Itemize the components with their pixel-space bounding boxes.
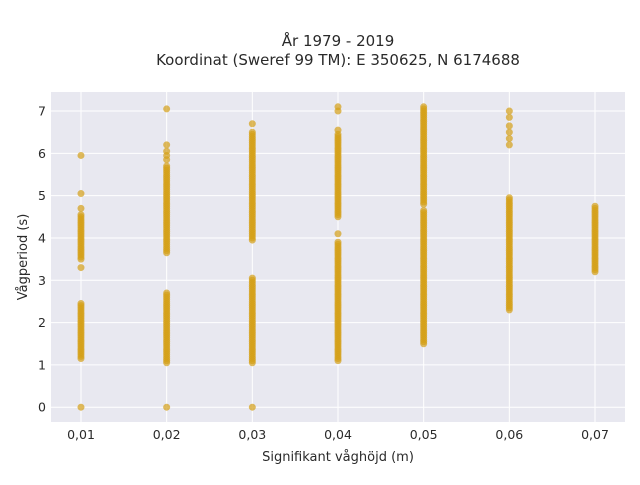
y-tick-label: 2	[38, 315, 46, 330]
data-point	[334, 126, 342, 134]
data-point	[505, 128, 513, 136]
data-point	[163, 105, 171, 113]
data-point	[505, 122, 513, 130]
data-point	[420, 103, 428, 111]
data-point	[77, 264, 85, 272]
data-point	[505, 135, 513, 143]
data-point	[163, 141, 171, 149]
y-tick-label: 1	[38, 357, 46, 372]
y-tick-label: 0	[38, 400, 46, 415]
x-tick-label: 0,06	[495, 427, 523, 442]
data-point	[77, 403, 85, 411]
x-tick-label: 0,01	[67, 427, 95, 442]
y-tick-label: 6	[38, 146, 46, 161]
data-point	[77, 211, 85, 219]
y-tick-label: 4	[38, 230, 46, 245]
data-point	[248, 120, 256, 128]
data-point	[505, 113, 513, 121]
x-tick-label: 0,05	[410, 427, 438, 442]
x-tick-label: 0,07	[581, 427, 609, 442]
data-point	[77, 151, 85, 159]
data-point	[77, 300, 85, 308]
y-tick-label: 7	[38, 104, 46, 119]
data-point	[163, 289, 171, 297]
data-point	[334, 230, 342, 238]
data-points	[77, 103, 599, 411]
x-tick-label: 0,04	[324, 427, 352, 442]
data-point	[420, 206, 428, 214]
data-point	[163, 147, 171, 155]
data-point	[505, 107, 513, 115]
data-point	[248, 274, 256, 282]
data-point	[77, 190, 85, 198]
chart-title: År 1979 - 2019	[282, 31, 395, 50]
data-point	[334, 103, 342, 111]
data-point	[163, 403, 171, 411]
x-tick-label: 0,03	[238, 427, 266, 442]
y-tick-label: 3	[38, 273, 46, 288]
y-axis-label: Vågperiod (s)	[16, 214, 31, 301]
data-point	[248, 128, 256, 136]
data-point	[505, 141, 513, 149]
data-point	[591, 202, 599, 210]
data-point	[163, 249, 171, 257]
chart-subtitle: Koordinat (Sweref 99 TM): E 350625, N 61…	[156, 51, 520, 69]
data-point	[505, 194, 513, 202]
x-tick-label: 0,02	[153, 427, 181, 442]
data-point	[163, 162, 171, 170]
x-axis-label: Signifikant våghöjd (m)	[262, 450, 414, 465]
data-point	[77, 204, 85, 212]
data-point	[420, 200, 428, 208]
tick-labels: 0,01 0,02 0,03 0,04 0,05 0,06 0,07 0 1 2 3 4 5 6 7	[38, 104, 609, 442]
data-point	[248, 403, 256, 411]
y-tick-label: 5	[38, 188, 46, 203]
data-point	[334, 238, 342, 246]
